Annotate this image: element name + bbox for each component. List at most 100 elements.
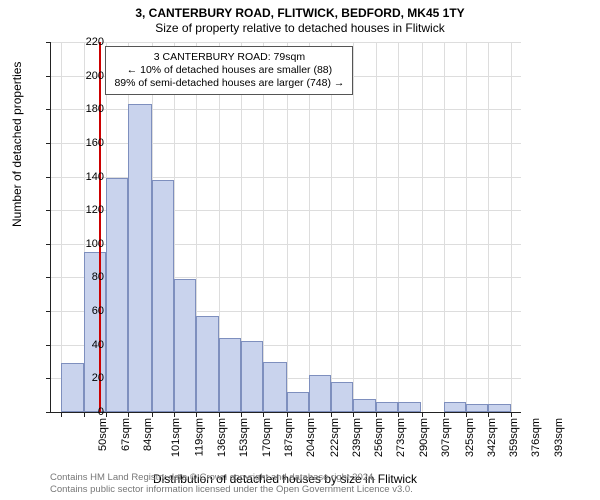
y-tick	[46, 244, 51, 245]
gridline-v	[398, 42, 399, 412]
x-tick-label: 50sqm	[98, 418, 110, 451]
x-tick-label: 239sqm	[351, 418, 363, 457]
x-tick-label: 153sqm	[238, 418, 250, 457]
histogram-bar	[174, 279, 196, 412]
y-tick	[46, 177, 51, 178]
y-tick-label: 200	[86, 70, 104, 82]
x-tick-label: 290sqm	[418, 418, 430, 457]
histogram-bar	[61, 363, 83, 412]
x-tick-label: 307sqm	[440, 418, 452, 457]
x-tick	[263, 412, 264, 417]
x-tick-label: 67sqm	[120, 418, 132, 451]
histogram-bar	[331, 382, 353, 412]
gridline-v	[488, 42, 489, 412]
x-tick	[287, 412, 288, 417]
histogram-bar	[106, 178, 128, 412]
x-tick	[376, 412, 377, 417]
x-tick	[331, 412, 332, 417]
y-tick-label: 180	[86, 103, 104, 115]
page-subtitle: Size of property relative to detached ho…	[0, 20, 600, 35]
histogram-bar	[444, 402, 466, 412]
y-tick	[46, 143, 51, 144]
gridline-v	[353, 42, 354, 412]
attribution-line: Contains HM Land Registry data © Crown c…	[50, 472, 413, 484]
x-tick	[466, 412, 467, 417]
y-tick-label: 220	[86, 36, 104, 48]
x-tick	[398, 412, 399, 417]
histogram-bar	[241, 341, 263, 412]
y-tick-label: 20	[92, 372, 104, 384]
x-tick-label: 119sqm	[193, 418, 205, 456]
y-tick-label: 140	[86, 171, 104, 183]
annotation-box: 3 CANTERBURY ROAD: 79sqm← 10% of detache…	[105, 46, 353, 95]
y-tick-label: 40	[92, 339, 104, 351]
x-tick	[488, 412, 489, 417]
x-tick-label: 256sqm	[373, 418, 385, 457]
x-tick-label: 393sqm	[553, 418, 565, 457]
x-tick	[196, 412, 197, 417]
annotation-line: 89% of semi-detached houses are larger (…	[114, 77, 344, 90]
gridline-v	[331, 42, 332, 412]
x-tick-label: 187sqm	[283, 418, 295, 457]
x-tick	[152, 412, 153, 417]
gridline-v	[511, 42, 512, 412]
y-axis-title: Number of detached properties	[10, 62, 24, 227]
x-tick-label: 84sqm	[142, 418, 154, 451]
x-tick-label: 101sqm	[170, 418, 182, 457]
y-tick	[46, 345, 51, 346]
gridline-v	[309, 42, 310, 412]
x-tick-label: 359sqm	[508, 418, 520, 457]
gridline-v	[466, 42, 467, 412]
histogram-bar	[376, 402, 398, 412]
x-tick	[309, 412, 310, 417]
attribution-line: Contains public sector information licen…	[50, 484, 413, 496]
x-tick-label: 273sqm	[396, 418, 408, 457]
x-tick	[219, 412, 220, 417]
y-tick	[46, 311, 51, 312]
y-tick-label: 100	[86, 238, 104, 250]
histogram-bar	[398, 402, 422, 412]
histogram-bar	[196, 316, 218, 412]
plot-area: 3 CANTERBURY ROAD: 79sqm← 10% of detache…	[50, 42, 521, 413]
y-tick	[46, 76, 51, 77]
y-tick-label: 160	[86, 137, 104, 149]
y-tick	[46, 277, 51, 278]
histogram-bar	[152, 180, 174, 412]
annotation-line: ← 10% of detached houses are smaller (88…	[114, 64, 344, 77]
page-title: 3, CANTERBURY ROAD, FLITWICK, BEDFORD, M…	[0, 0, 600, 20]
histogram-bar	[219, 338, 241, 412]
histogram-bar	[287, 392, 309, 412]
histogram-bar	[309, 375, 331, 412]
x-tick	[353, 412, 354, 417]
histogram-bar	[488, 404, 510, 412]
y-tick-label: 120	[86, 204, 104, 216]
x-tick	[444, 412, 445, 417]
gridline-v	[444, 42, 445, 412]
x-tick	[84, 412, 85, 417]
x-tick	[422, 412, 423, 417]
x-tick-label: 222sqm	[329, 418, 341, 457]
gridline-v	[263, 42, 264, 412]
x-tick	[106, 412, 107, 417]
y-tick	[46, 210, 51, 211]
x-tick-label: 325sqm	[464, 418, 476, 457]
attribution: Contains HM Land Registry data © Crown c…	[50, 472, 413, 496]
histogram-bar	[263, 362, 287, 412]
x-tick	[128, 412, 129, 417]
y-tick-label: 80	[92, 271, 104, 283]
page: 3, CANTERBURY ROAD, FLITWICK, BEDFORD, M…	[0, 0, 600, 500]
histogram-bar	[353, 399, 375, 412]
x-tick-label: 170sqm	[261, 418, 273, 457]
histogram-bar	[466, 404, 488, 412]
gridline-v	[61, 42, 62, 412]
gridline-v	[287, 42, 288, 412]
x-tick	[511, 412, 512, 417]
x-tick-label: 136sqm	[216, 418, 228, 457]
x-tick-label: 376sqm	[530, 418, 542, 457]
y-tick	[46, 109, 51, 110]
histogram-bar	[128, 104, 152, 412]
x-tick-label: 204sqm	[305, 418, 317, 457]
x-tick	[241, 412, 242, 417]
annotation-line: 3 CANTERBURY ROAD: 79sqm	[114, 51, 344, 64]
y-tick-label: 60	[92, 305, 104, 317]
